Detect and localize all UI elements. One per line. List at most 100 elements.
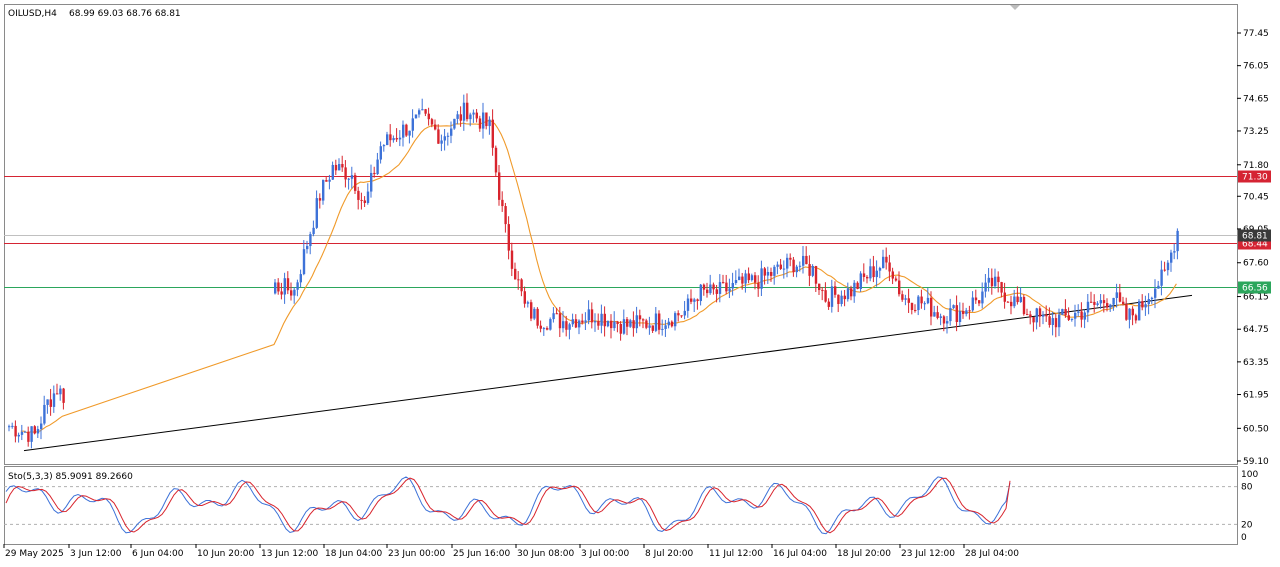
candle-body bbox=[712, 284, 715, 290]
candle-body bbox=[904, 298, 907, 300]
candle-body bbox=[792, 259, 795, 273]
candle-body bbox=[798, 265, 802, 267]
moving-average-line bbox=[20, 120, 1177, 434]
time-tick-label: 3 Jul 00:00 bbox=[581, 549, 630, 559]
ascending-trendline[interactable] bbox=[23, 294, 1193, 452]
candle-body bbox=[376, 159, 379, 175]
time-tick-label: 6 Jun 04:00 bbox=[132, 549, 184, 559]
candle-body bbox=[1096, 303, 1099, 305]
candle-body bbox=[357, 190, 360, 200]
candle-body bbox=[411, 118, 414, 131]
candle-body bbox=[322, 180, 325, 201]
candle-body bbox=[328, 179, 331, 182]
stochastic-tick-label: 100 bbox=[1241, 470, 1258, 480]
candle-body bbox=[978, 300, 981, 304]
candle-body bbox=[520, 279, 523, 292]
candle-body bbox=[1077, 311, 1080, 313]
candle-body bbox=[923, 303, 926, 305]
candle-body bbox=[488, 119, 491, 127]
time-tick-label: 23 Jun 00:00 bbox=[388, 549, 445, 559]
candle-body bbox=[718, 282, 722, 294]
time-tick-label: 8 Jul 20:00 bbox=[645, 549, 694, 559]
candle-body bbox=[344, 167, 347, 180]
price-tick-label: 60.50 bbox=[1243, 424, 1269, 434]
candle-body bbox=[469, 114, 472, 120]
candle-body bbox=[389, 134, 392, 141]
chart-shift-marker-icon[interactable] bbox=[1010, 5, 1020, 10]
candle-body bbox=[670, 321, 674, 327]
candle-body bbox=[722, 282, 725, 284]
candle-body bbox=[622, 319, 626, 334]
candle-body bbox=[693, 299, 696, 302]
candle-body bbox=[875, 270, 878, 278]
candle-body bbox=[446, 135, 450, 137]
candle-body bbox=[59, 388, 62, 395]
candle-body bbox=[1144, 304, 1147, 308]
candle-body bbox=[286, 278, 290, 291]
price-tick-label: 61.95 bbox=[1243, 391, 1269, 401]
candle-body bbox=[1035, 308, 1038, 323]
candle-body bbox=[546, 328, 549, 330]
candle-body bbox=[1131, 308, 1134, 316]
candle-body bbox=[741, 276, 744, 284]
candle-body bbox=[482, 112, 485, 129]
candle-body bbox=[562, 321, 565, 329]
candle-body bbox=[933, 312, 936, 317]
candle-body bbox=[523, 291, 526, 304]
oscillator-axis: 100 80 20 0 bbox=[1241, 470, 1258, 543]
oscillator-pane-frame bbox=[4, 466, 1238, 545]
candle-body bbox=[459, 114, 462, 121]
candle-body bbox=[645, 320, 648, 328]
candle-body bbox=[398, 137, 402, 140]
candle-body bbox=[955, 305, 958, 323]
candle-body bbox=[1157, 285, 1160, 289]
candle-body bbox=[866, 276, 869, 279]
time-axis[interactable]: 29 May 2025 3 Jun 12:00 6 Jun 04:00 10 Jun … bbox=[3, 544, 1019, 559]
candle-body bbox=[990, 277, 994, 287]
candle-body bbox=[779, 264, 782, 269]
level-tag-label: 71.30 bbox=[1242, 173, 1268, 183]
candle-body bbox=[1080, 311, 1083, 320]
trendline[interactable] bbox=[23, 294, 1193, 452]
candle-body bbox=[52, 393, 56, 407]
candle-body bbox=[696, 299, 699, 302]
candle-body bbox=[606, 320, 610, 327]
candle-body bbox=[565, 321, 568, 330]
candle-body bbox=[1086, 301, 1090, 313]
candle-body bbox=[603, 313, 606, 327]
candle-body bbox=[878, 267, 882, 271]
candle-body bbox=[1038, 308, 1042, 317]
candle-body bbox=[952, 305, 955, 309]
price-tick-label: 63.35 bbox=[1243, 358, 1269, 368]
candle-body bbox=[661, 328, 664, 330]
candle-body bbox=[834, 286, 837, 295]
candle-body bbox=[872, 266, 875, 278]
candle-body bbox=[754, 275, 757, 283]
candle-body bbox=[302, 249, 306, 275]
candle-body bbox=[1134, 315, 1138, 321]
level-tag-resistance bbox=[1238, 170, 1271, 183]
candle-body bbox=[280, 291, 283, 295]
candle-body bbox=[882, 256, 885, 268]
level-tag-label: 68.81 bbox=[1242, 232, 1268, 242]
candle-body bbox=[274, 282, 277, 294]
candle-body bbox=[296, 282, 299, 290]
candle-body bbox=[418, 110, 421, 115]
candle-body bbox=[334, 164, 338, 171]
candle-body bbox=[808, 264, 811, 276]
price-level-tags: 71.30 68.44 66.56 68.81 bbox=[1238, 170, 1271, 294]
candle-body bbox=[939, 316, 942, 318]
candle-body bbox=[1067, 315, 1070, 320]
price-tick-label: 70.45 bbox=[1243, 192, 1269, 202]
candle-body bbox=[20, 431, 24, 435]
candle-body bbox=[664, 325, 667, 329]
candle-body bbox=[699, 284, 702, 302]
candle-body bbox=[709, 284, 712, 294]
candle-body bbox=[347, 178, 350, 180]
candle-body bbox=[766, 271, 770, 276]
candle-body bbox=[690, 298, 693, 302]
time-tick-label: 10 Jun 20:00 bbox=[197, 549, 254, 559]
candle-body bbox=[354, 175, 357, 191]
candle-body bbox=[1128, 308, 1131, 320]
